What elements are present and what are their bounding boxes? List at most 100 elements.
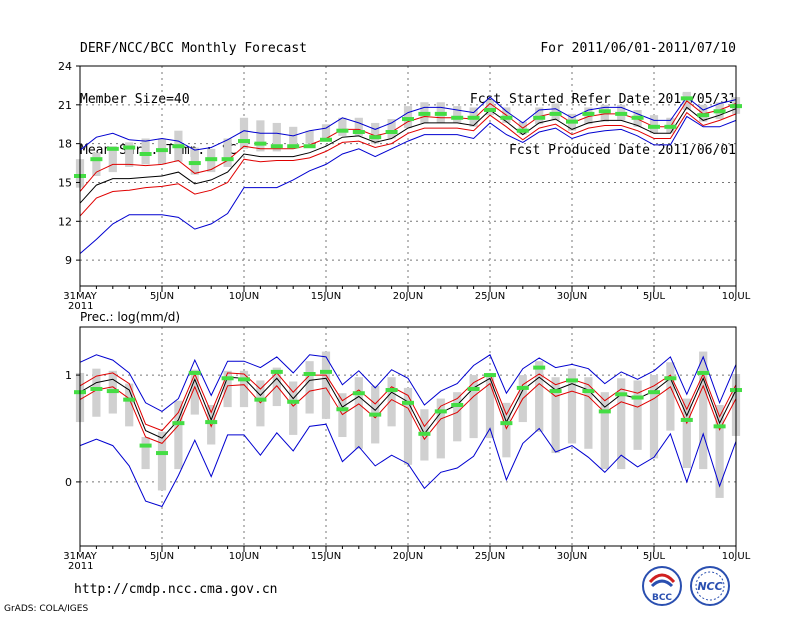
- temperature-range-box: [338, 117, 347, 136]
- precipitation-mean-marker: [336, 407, 349, 412]
- precipitation-mean-marker: [549, 389, 562, 394]
- precipitation-mean-marker: [664, 376, 677, 381]
- member-size: Member Size=40: [80, 92, 190, 107]
- precipitation-mean-marker: [254, 397, 267, 402]
- temperature-mean-marker: [156, 148, 168, 153]
- temperature-range-box: [108, 146, 117, 173]
- precipitation-mean-marker: [221, 376, 234, 381]
- precipitation-chart-title: Prec.: log(mm/d): [80, 310, 180, 324]
- precipitation-range-box: [289, 381, 298, 435]
- temperature-xtick-label: 5JUN: [150, 291, 174, 302]
- temperature-range-box: [289, 126, 298, 149]
- precipitation-mean-marker: [451, 402, 464, 407]
- precipitation-xtick-label: 31MAY: [63, 551, 97, 562]
- precipitation-range-box: [223, 370, 232, 408]
- precipitation-xtick-label: 15JUN: [311, 551, 341, 562]
- temperature-range-box: [239, 117, 249, 149]
- temperature-range-box: [387, 119, 396, 139]
- precipitation-range-box: [190, 369, 199, 415]
- temperature-mean-marker: [631, 115, 644, 120]
- temperature-mean-marker: [615, 111, 628, 116]
- precipitation-range-box: [305, 361, 314, 414]
- precipitation-mean-marker: [680, 417, 693, 422]
- temperature-mean-marker: [188, 161, 201, 166]
- temperature-mean-marker: [418, 111, 431, 116]
- precipitation-range-box: [141, 437, 150, 470]
- precipitation-mean-marker: [172, 421, 185, 426]
- temperature-mean-marker: [402, 117, 414, 122]
- bcc-logo-text: BCC: [652, 593, 672, 603]
- temperature-mean-marker: [500, 115, 513, 120]
- precipitation-xtick-label: 5JUN: [150, 551, 174, 562]
- precipitation-mean-marker: [156, 451, 168, 456]
- precipitation-range-box: [699, 351, 708, 470]
- temperature-mean-marker: [287, 144, 300, 149]
- temperature-range-box: [354, 117, 363, 136]
- logos: BCC NCC: [642, 566, 730, 606]
- precipitation-xtick-label: 5JUL: [643, 551, 666, 562]
- precipitation-mean-marker: [516, 385, 529, 390]
- temperature-ytick-label: 18: [58, 138, 72, 151]
- temperature-mean-marker: [713, 109, 726, 114]
- precipitation-mean-marker: [631, 395, 644, 400]
- precipitation-mean-marker: [484, 373, 496, 378]
- precipitation-mean-marker: [418, 431, 431, 436]
- temperature-mean-marker: [369, 135, 382, 140]
- temperature-range-box: [305, 130, 314, 144]
- precipitation-mean-marker: [352, 391, 365, 396]
- temperature-xtick-label: 30JUN: [557, 291, 587, 302]
- temperature-year-label: 2011: [68, 301, 93, 312]
- precipitation-range-box: [272, 367, 281, 407]
- temperature-xtick-label: 15JUN: [311, 291, 341, 302]
- temperature-lower-extreme-line: [79, 115, 737, 254]
- temperature-mean-marker: [238, 139, 250, 144]
- precipitation-range-box: [125, 383, 134, 427]
- temperature-mean-marker: [549, 111, 562, 116]
- precipitation-range-box: [600, 392, 609, 470]
- grads-credit: GrADS: COLA/IGES: [4, 604, 89, 614]
- precipitation-mean-marker: [90, 386, 103, 391]
- temperature-mean-marker: [664, 124, 677, 129]
- precipitation-mean-marker: [123, 397, 136, 402]
- temperature-ytick-label: 12: [58, 215, 72, 228]
- temperature-range-box: [256, 120, 265, 152]
- temperature-mean-marker: [336, 128, 349, 133]
- temperature-mean-marker: [533, 115, 546, 120]
- temperature-range-box: [223, 138, 232, 167]
- precipitation-lower-extreme-line: [79, 423, 737, 508]
- header-right: For 2011/06/01-2011/07/10 Fcst Started R…: [470, 11, 736, 179]
- precipitation-year-label: 2011: [68, 561, 93, 572]
- precipitation-range-box: [567, 368, 577, 444]
- temperature-mean-marker: [582, 111, 595, 116]
- temperature-range-box: [453, 106, 462, 123]
- precipitation-range-box: [403, 387, 413, 465]
- precipitation-range-box: [157, 431, 167, 491]
- precipitation-range-box: [321, 351, 331, 419]
- temperature-mean-marker: [566, 119, 578, 124]
- temperature-xtick-label: 25JUN: [475, 291, 505, 302]
- temperature-mean-marker: [352, 130, 365, 134]
- precipitation-mean-marker: [238, 377, 250, 382]
- temperature-mean-marker: [516, 128, 529, 133]
- precipitation-range-box: [617, 378, 626, 470]
- precipitation-range-box: [354, 377, 363, 449]
- precipitation-ytick-label: 0: [65, 476, 72, 489]
- temperature-mean-marker: [680, 96, 693, 101]
- precipitation-mean-marker: [648, 390, 660, 395]
- ncc-logo-text: NCC: [697, 580, 722, 593]
- temperature-mean-marker: [139, 152, 152, 156]
- precipitation-range-box: [633, 380, 642, 450]
- precipitation-mean-marker: [320, 369, 332, 374]
- temperature-ytick-label: 24: [58, 60, 72, 73]
- precipitation-range-box: [469, 375, 478, 439]
- precipitation-xtick-label: 10JUN: [229, 551, 259, 562]
- precipitation-range-box: [387, 377, 396, 427]
- source-url[interactable]: http://cmdp.ncc.cma.gov.cn: [74, 582, 278, 597]
- temperature-mean-marker: [320, 137, 332, 142]
- precipitation-lower-quartile-line: [79, 382, 737, 444]
- temperature-mean-marker: [90, 157, 103, 162]
- precipitation-mean-marker: [582, 389, 595, 394]
- temperature-mean-marker: [254, 141, 267, 146]
- precipitation-xtick-label: 25JUN: [475, 551, 505, 562]
